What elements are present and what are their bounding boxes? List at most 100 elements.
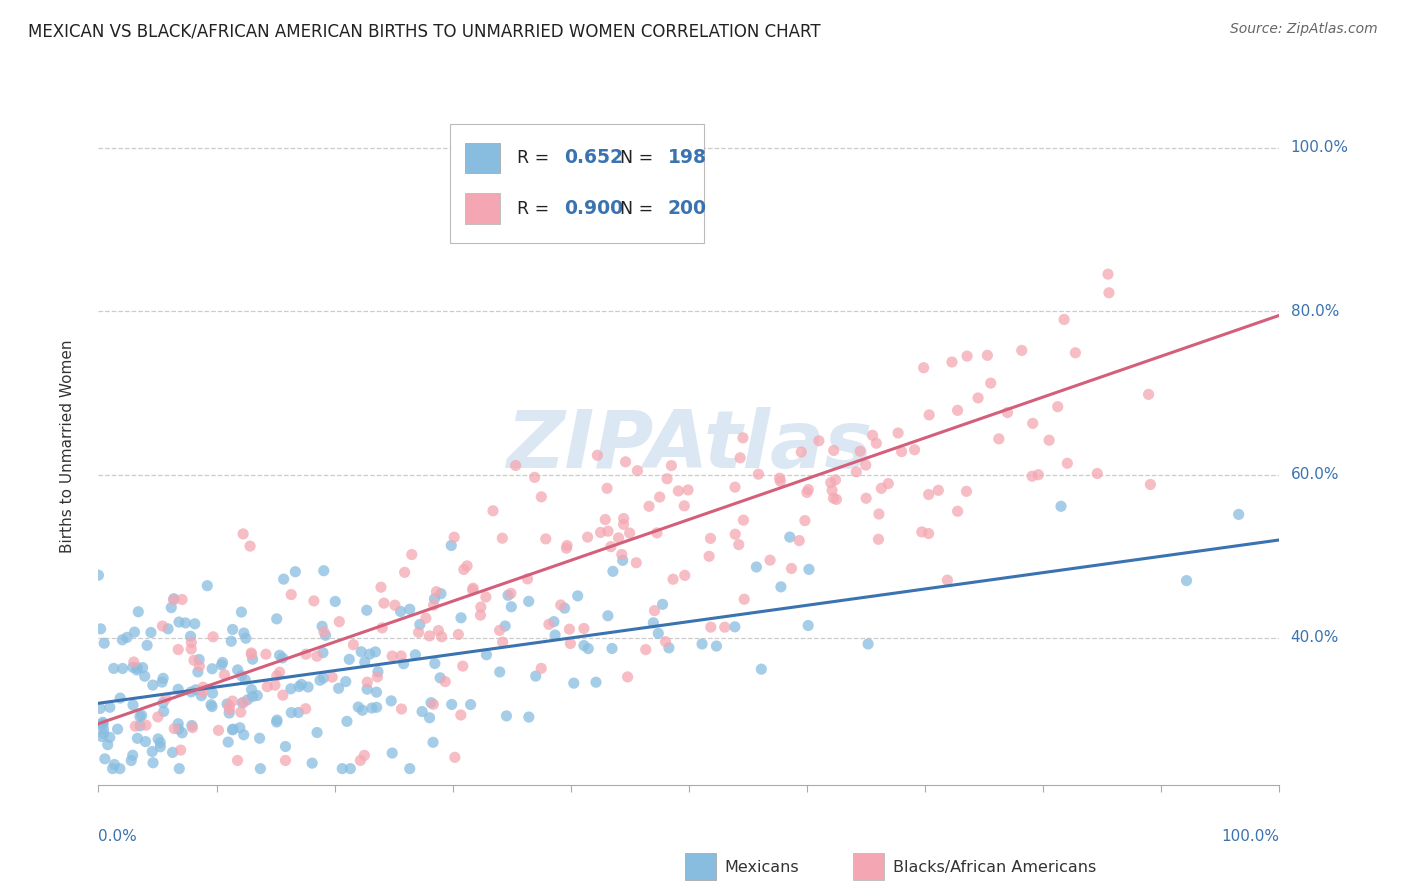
Point xyxy=(572,622,595,636)
Point xyxy=(91,730,114,744)
Point xyxy=(207,723,229,738)
Point xyxy=(927,483,949,498)
Point xyxy=(1053,312,1076,326)
Point xyxy=(337,652,360,666)
Point xyxy=(745,560,768,574)
Point xyxy=(619,526,641,541)
Point xyxy=(356,682,378,697)
Point xyxy=(524,669,547,683)
Point xyxy=(150,675,173,690)
Point xyxy=(232,695,254,709)
Point xyxy=(440,698,463,712)
Point xyxy=(523,470,546,484)
Point xyxy=(807,434,830,448)
Point xyxy=(470,608,492,623)
Point xyxy=(460,698,482,712)
Bar xyxy=(464,143,501,173)
Point xyxy=(155,691,177,706)
Point xyxy=(142,756,165,770)
Point xyxy=(903,442,925,457)
Point xyxy=(967,391,990,405)
Point xyxy=(759,553,782,567)
Point xyxy=(1056,456,1078,470)
Point xyxy=(596,608,619,623)
Point xyxy=(152,696,174,710)
Point xyxy=(501,599,523,614)
Point xyxy=(1227,508,1250,522)
Point xyxy=(233,673,256,687)
Point xyxy=(239,539,262,553)
Point xyxy=(422,735,444,749)
Point xyxy=(392,657,415,671)
Point xyxy=(201,686,224,700)
Point xyxy=(475,648,498,662)
Point xyxy=(217,735,239,749)
Point xyxy=(821,483,844,498)
Point xyxy=(290,677,312,691)
Point xyxy=(658,640,681,655)
Point xyxy=(127,605,149,619)
Point xyxy=(284,565,307,579)
Point xyxy=(90,717,112,731)
Point xyxy=(769,474,792,488)
Point xyxy=(610,548,633,562)
Point xyxy=(202,630,225,644)
Point xyxy=(662,572,685,586)
Point xyxy=(1085,467,1108,481)
Point xyxy=(134,669,156,683)
Point xyxy=(1137,387,1160,401)
Point xyxy=(946,403,969,417)
Point xyxy=(152,619,174,633)
Point xyxy=(235,632,257,646)
Point xyxy=(271,688,294,702)
Point xyxy=(323,594,346,608)
Point xyxy=(824,473,846,487)
Point xyxy=(558,622,581,636)
Point xyxy=(124,719,146,733)
Point xyxy=(274,754,297,768)
Point xyxy=(572,639,595,653)
Text: R =: R = xyxy=(516,149,554,167)
Point xyxy=(415,611,437,625)
Point xyxy=(91,715,114,730)
Point xyxy=(450,708,472,723)
Point xyxy=(1098,285,1121,300)
Point xyxy=(596,524,619,539)
Point xyxy=(447,627,470,641)
Point xyxy=(359,647,381,661)
Point xyxy=(673,568,696,582)
Point xyxy=(1021,469,1043,483)
Point xyxy=(422,598,444,612)
Point xyxy=(169,743,191,757)
Point xyxy=(793,514,815,528)
Point xyxy=(167,682,190,697)
Point xyxy=(335,674,357,689)
Point xyxy=(249,731,271,746)
Point xyxy=(700,620,723,634)
Point xyxy=(589,525,612,540)
Point xyxy=(309,673,332,688)
Point xyxy=(613,517,636,532)
Bar xyxy=(464,194,501,224)
Point xyxy=(946,504,969,518)
Point xyxy=(214,667,236,681)
Point xyxy=(434,674,457,689)
Point xyxy=(463,581,485,595)
Point xyxy=(779,530,801,544)
Point xyxy=(1175,574,1198,588)
Point xyxy=(411,705,433,719)
Point xyxy=(167,722,190,736)
Point xyxy=(312,624,335,639)
Point xyxy=(576,641,599,656)
Point xyxy=(98,731,121,745)
Point xyxy=(749,662,772,676)
Point xyxy=(97,738,120,752)
Text: Source: ZipAtlas.com: Source: ZipAtlas.com xyxy=(1230,22,1378,37)
Point xyxy=(160,600,183,615)
Point xyxy=(724,620,747,634)
Point xyxy=(398,762,420,776)
Point xyxy=(152,671,174,685)
Point xyxy=(823,443,845,458)
Point xyxy=(724,480,747,494)
Point xyxy=(1064,346,1087,360)
